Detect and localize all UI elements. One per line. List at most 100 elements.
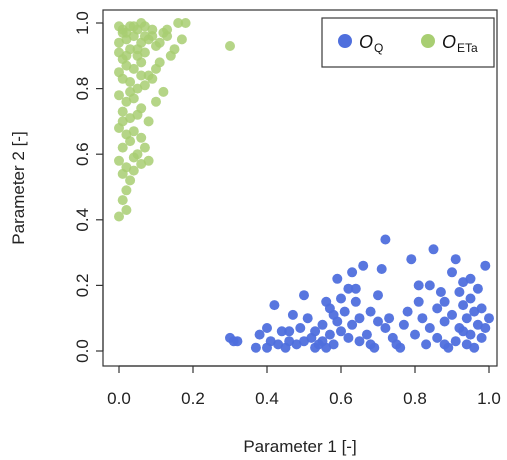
- series-0-point: [328, 339, 339, 350]
- series-0-point: [265, 336, 276, 347]
- series-1-point: [114, 90, 124, 101]
- series-0-point: [336, 293, 346, 304]
- series-0-point: [339, 306, 350, 317]
- series-0-point: [310, 326, 321, 337]
- series-0-point: [295, 323, 306, 333]
- series-1-point: [143, 116, 154, 127]
- y-tick-label: 0.0: [73, 339, 92, 363]
- legend-label-subscript: ETa: [457, 41, 478, 55]
- series-0-point: [373, 290, 383, 301]
- series-1-point: [180, 18, 191, 28]
- series-0-point: [428, 244, 439, 255]
- series-0-point: [376, 264, 387, 274]
- series-1-point: [128, 152, 139, 163]
- series-1-point: [151, 63, 161, 74]
- series-0-point: [435, 287, 446, 297]
- series-0-point: [361, 329, 372, 340]
- series-1-point: [125, 136, 136, 147]
- x-tick-label: 0.4: [255, 389, 279, 408]
- series-1-point: [125, 77, 136, 87]
- series-0-point: [421, 339, 432, 350]
- series-1-point: [121, 50, 132, 61]
- series-0-point: [432, 332, 443, 343]
- series-0-point: [480, 260, 491, 271]
- y-axis: 0.0 0.2 0.4 0.6 0.8 1.0: [73, 11, 104, 363]
- series-1-point: [136, 70, 147, 81]
- series-0-point: [254, 329, 265, 340]
- series-0-point: [380, 234, 391, 245]
- series-1-point: [117, 195, 128, 206]
- series-1-point: [139, 31, 150, 42]
- series-0-point: [484, 313, 494, 324]
- series-0-point: [250, 342, 261, 353]
- series-0-point: [458, 300, 469, 311]
- series-1-point: [136, 132, 147, 143]
- y-tick-label: 0.2: [73, 274, 92, 298]
- series-0-point: [465, 273, 476, 284]
- series-1-point: [132, 44, 143, 55]
- series-0-point: [447, 309, 457, 320]
- x-tick-label: 0.6: [329, 389, 353, 408]
- series-1-point: [176, 34, 187, 45]
- series-0-point: [358, 260, 369, 271]
- series-0-point: [354, 336, 365, 347]
- y-axis-title: Parameter 2 [-]: [9, 131, 28, 244]
- series-1-point: [151, 96, 161, 107]
- series-0-point: [354, 313, 365, 324]
- series-0-point: [347, 319, 358, 330]
- series-0-point: [365, 306, 376, 317]
- series-1-point: [162, 24, 173, 35]
- series-0-point: [413, 296, 424, 307]
- series-1-point: [125, 86, 136, 97]
- series-0-point: [472, 283, 483, 294]
- series-1-point: [173, 18, 184, 28]
- y-tick-label: 0.8: [73, 77, 92, 101]
- series-0-point: [336, 326, 346, 337]
- legend-marker-0: [338, 34, 352, 48]
- series-0-point: [269, 300, 280, 311]
- series-0-point: [447, 267, 457, 278]
- x-axis: 0.0 0.2 0.4 0.6 0.8 1.0: [107, 365, 501, 408]
- series-0-point: [439, 316, 450, 327]
- series-0-point: [424, 280, 435, 291]
- series-1-point: [114, 211, 124, 222]
- x-tick-label: 0.8: [403, 389, 427, 408]
- series-1-point: [125, 175, 136, 186]
- y-tick-label: 1.0: [73, 11, 92, 35]
- series-0-point: [369, 342, 380, 353]
- series-0-point: [232, 336, 243, 347]
- series-0-point: [410, 329, 420, 340]
- legend-marker-1: [421, 34, 435, 48]
- series-0-point: [287, 309, 298, 320]
- series-0-point: [480, 323, 491, 333]
- series-0-point: [454, 287, 465, 297]
- series-0-point: [439, 339, 450, 350]
- series-1-point: [117, 106, 128, 117]
- series-0-point: [476, 332, 487, 343]
- series-0-point: [347, 267, 358, 278]
- series-0-point: [450, 336, 461, 347]
- series-1-point: [136, 57, 147, 68]
- series-0-point: [469, 342, 480, 353]
- series-0-point: [402, 306, 413, 317]
- series-0-point: [332, 273, 343, 284]
- legend: OQ OETa: [321, 17, 495, 68]
- series-1-point: [139, 142, 150, 153]
- series-1-point: [121, 185, 132, 196]
- series-0-point: [328, 309, 339, 320]
- series-1-point: [117, 116, 128, 127]
- series-1-point: [158, 86, 169, 97]
- series-1-point: [128, 31, 139, 42]
- series-0-point: [439, 296, 450, 307]
- series-0-point: [350, 283, 361, 294]
- series-0-point: [324, 329, 335, 340]
- series-0-point: [343, 283, 354, 294]
- y-tick-label: 0.4: [73, 208, 92, 232]
- points-layer: [114, 18, 494, 353]
- series-0-point: [384, 313, 395, 324]
- series-0-point: [299, 290, 309, 301]
- series-0-point: [458, 326, 469, 337]
- series-0-point: [406, 254, 417, 265]
- series-1-point: [117, 142, 128, 153]
